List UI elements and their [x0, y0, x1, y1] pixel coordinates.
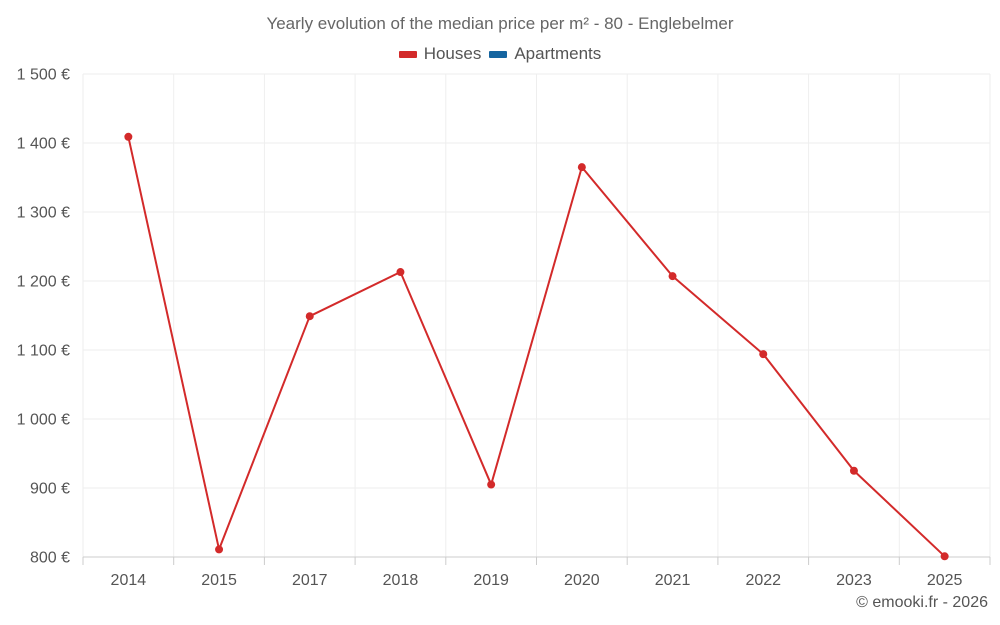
- legend-label-houses: Houses: [423, 44, 482, 63]
- x-tick-label: 2025: [927, 572, 963, 589]
- y-tick-label: 800 €: [30, 550, 70, 567]
- x-tick-label: 2023: [836, 572, 872, 589]
- x-tick-label: 2021: [655, 572, 691, 589]
- data-point-houses[interactable]: [396, 268, 405, 277]
- legend-item-houses[interactable]: Houses: [398, 44, 482, 64]
- grid: [82, 73, 991, 558]
- data-point-houses[interactable]: [305, 312, 314, 321]
- y-tick-label: 1 200 €: [17, 274, 70, 291]
- chart-legend: Houses Apartments: [0, 44, 1000, 64]
- series-houses: [124, 132, 949, 561]
- chart-title: Yearly evolution of the median price per…: [266, 14, 734, 33]
- y-tick-label: 1 300 €: [17, 205, 70, 222]
- y-tick-label: 1 100 €: [17, 343, 70, 360]
- x-tick-label: 2018: [383, 572, 419, 589]
- legend-swatch-apartments: [489, 50, 508, 58]
- series-line-houses: [127, 136, 946, 558]
- y-tick-label: 1 400 €: [17, 136, 70, 153]
- data-point-houses[interactable]: [668, 272, 677, 281]
- x-tick-label: 2022: [745, 572, 781, 589]
- credit-text: © emooki.fr - 2026: [856, 594, 988, 611]
- x-tick-label: 2014: [111, 572, 147, 589]
- legend-label-apartments: Apartments: [514, 44, 602, 63]
- data-point-houses[interactable]: [215, 545, 224, 554]
- y-tick-label: 1 000 €: [17, 412, 70, 429]
- x-tick-label: 2020: [564, 572, 600, 589]
- data-point-houses[interactable]: [124, 132, 133, 141]
- data-point-houses[interactable]: [487, 480, 496, 489]
- data-point-houses[interactable]: [759, 350, 768, 359]
- data-point-houses[interactable]: [577, 163, 586, 172]
- x-tick-label: 2015: [201, 572, 237, 589]
- x-tick-label: 2019: [473, 572, 509, 589]
- data-point-houses[interactable]: [849, 466, 858, 475]
- y-tick-label: 1 500 €: [17, 67, 70, 84]
- legend-swatch-houses: [398, 50, 417, 58]
- axes: 800 € 900 € 1 000 € 1 100 € 1 200 € 1 300 € 1 …: [17, 67, 991, 589]
- y-tick-label: 900 €: [30, 481, 70, 498]
- x-tick-label: 2017: [292, 572, 328, 589]
- data-point-houses[interactable]: [940, 552, 949, 561]
- legend-item-apartments[interactable]: Apartments: [489, 44, 601, 64]
